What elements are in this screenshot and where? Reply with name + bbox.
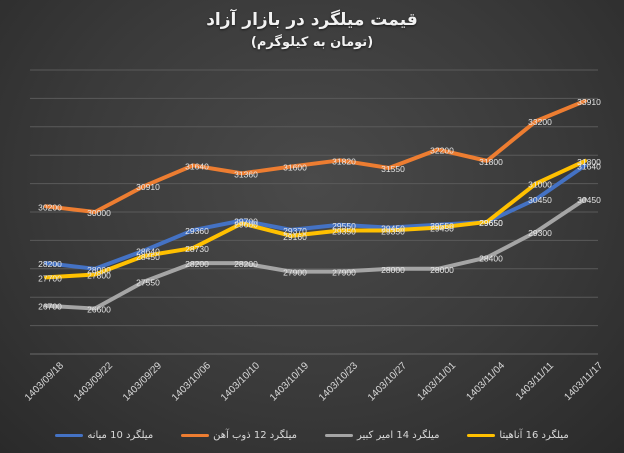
data-label: 29360: [185, 226, 209, 236]
data-label: 32200: [430, 146, 454, 156]
data-label: 31000: [528, 180, 552, 190]
data-label: 29300: [528, 228, 552, 238]
x-tick-label: 1403/09/18: [23, 360, 66, 403]
x-tick-label: 1403/10/27: [366, 360, 409, 403]
data-label: 29550: [430, 221, 454, 231]
data-label: 31600: [283, 163, 307, 173]
data-label: 28640: [136, 247, 160, 257]
legend-label: میلگرد 10 میانه: [87, 429, 154, 441]
data-label: 29160: [283, 232, 307, 242]
series-line: [44, 197, 587, 311]
data-label: 28200: [38, 259, 62, 269]
data-label: 30910: [136, 182, 160, 192]
data-label: 27550: [136, 278, 160, 288]
legend-item: میلگرد 14 امیر کبیر: [324, 429, 440, 441]
data-label: 27800: [87, 270, 111, 280]
data-label: 29450: [381, 224, 405, 234]
data-label: 26700: [38, 302, 62, 312]
x-tick-label: 1403/10/19: [268, 360, 311, 403]
x-tick-label: 1403/10/10: [219, 360, 262, 403]
data-label: 29450: [430, 224, 454, 234]
data-label: 27900: [332, 268, 356, 278]
legend-swatch: [181, 433, 210, 437]
legend-item: میلگرد 12 ذوب آهن: [181, 430, 297, 441]
data-label: 31800: [479, 157, 503, 167]
data-label: 29370: [283, 226, 307, 236]
series-line: [44, 98, 587, 214]
data-label: 29700: [234, 217, 258, 227]
data-label: 29550: [332, 221, 356, 231]
chart-subtitle: (تومان به کیلوگرم): [250, 35, 374, 50]
legend-swatch: [55, 433, 84, 437]
data-label: 29600: [234, 219, 258, 229]
x-tick-label: 1403/11/01: [415, 360, 458, 403]
x-tick-label: 1403/11/04: [464, 360, 507, 403]
data-label: 30000: [87, 208, 111, 218]
legend-label: میلگرد 12 ذوب آهن: [213, 429, 297, 441]
data-label: 27700: [38, 273, 62, 283]
data-label: 30200: [38, 202, 62, 212]
data-label: 28200: [185, 259, 209, 269]
data-label: 27900: [283, 268, 307, 278]
x-tick-label: 1403/10/23: [317, 360, 360, 403]
data-label: 29350: [381, 226, 405, 236]
data-label: 33200: [528, 117, 552, 127]
data-label: 29350: [332, 226, 356, 236]
legend-label: میلگرد 14 امیر کبیر: [356, 429, 440, 441]
data-label: 31640: [185, 161, 209, 171]
x-tick-label: 1403/09/29: [121, 360, 164, 403]
data-label: 28730: [185, 244, 209, 254]
legend-item: میلگرد 16 آناهیتا: [467, 429, 569, 441]
legend: میلگرد 10 میانه میلگرد 12 ذوب آهن میلگرد 1…: [0, 427, 624, 443]
data-label: 31550: [381, 164, 405, 174]
x-tick-label: 1403/11/11: [514, 360, 556, 402]
data-label: 31360: [234, 169, 258, 179]
x-tick-label: 1403/09/22: [72, 360, 115, 403]
x-tick-label: 1403/10/06: [170, 360, 213, 403]
data-label: 29650: [479, 218, 503, 228]
data-label: 30450: [528, 195, 552, 205]
series-line: [44, 158, 587, 280]
data-label: 31800: [577, 157, 601, 167]
data-label: 31640: [577, 161, 601, 171]
series-line: [44, 163, 587, 271]
data-label: 26600: [87, 305, 111, 315]
data-label: 28400: [479, 253, 503, 263]
data-label: 31820: [332, 156, 356, 166]
legend-item: میلگرد 10 میانه: [55, 430, 153, 441]
data-label: 28000: [430, 265, 454, 275]
data-label: 33910: [577, 97, 601, 107]
data-label: 28200: [234, 259, 258, 269]
data-label: 28000: [87, 265, 111, 275]
legend-swatch: [467, 433, 496, 437]
data-label: 29650: [479, 218, 503, 228]
data-label: 28000: [381, 265, 405, 275]
data-label: 28450: [136, 252, 160, 262]
data-label: 30450: [577, 195, 601, 205]
x-tick-label: 1403/11/17: [562, 360, 605, 403]
chart-title: قیمت میلگرد در بازار آزاد: [206, 10, 418, 30]
legend-label: میلگرد 16 آناهیتا: [499, 429, 569, 441]
legend-swatch: [324, 433, 353, 437]
